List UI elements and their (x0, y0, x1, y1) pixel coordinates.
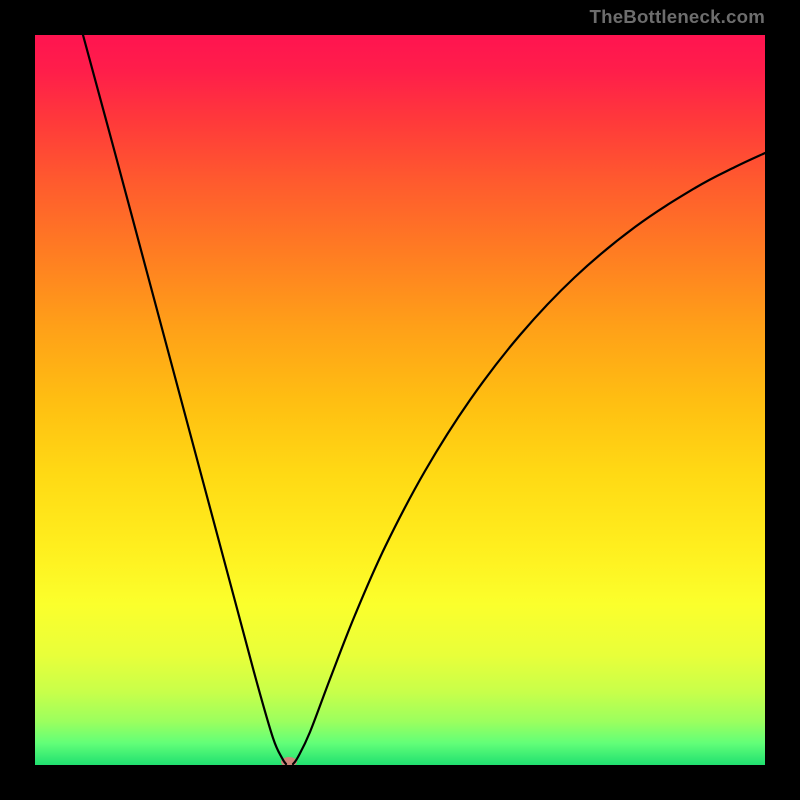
plot-area (35, 35, 765, 765)
curve-right-branch (293, 153, 765, 764)
bottleneck-curve (35, 35, 765, 765)
curve-left-branch (83, 35, 286, 764)
watermark-text: TheBottleneck.com (590, 6, 766, 28)
chart-frame: TheBottleneck.com (0, 0, 800, 800)
